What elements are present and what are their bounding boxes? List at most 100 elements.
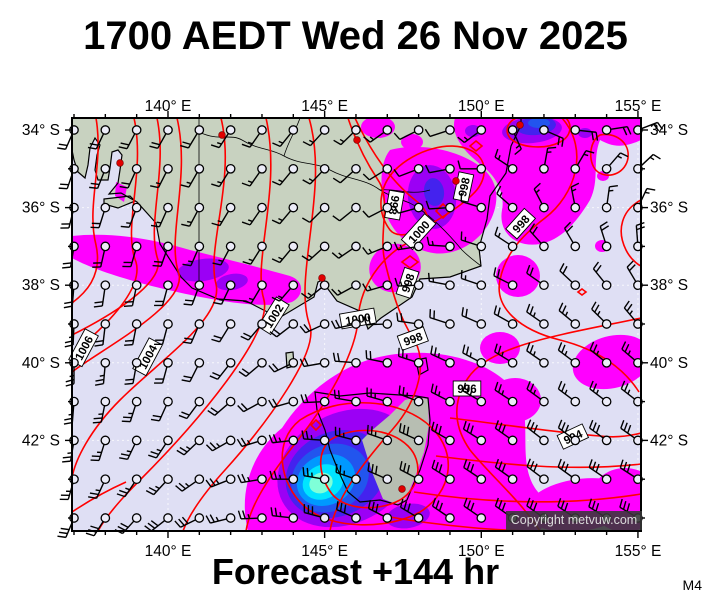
wind-barb [494, 148, 518, 174]
wind-barb [557, 419, 581, 446]
wind-barb [533, 182, 549, 213]
wind-barb [494, 458, 518, 485]
wind-barb [121, 396, 142, 423]
isobar-line [413, 491, 641, 503]
precip-area [423, 178, 445, 206]
wind-barb [241, 125, 267, 148]
wind-barb [236, 435, 267, 448]
wind-barb [539, 125, 564, 147]
wind-barb [181, 202, 205, 227]
wind-barb [601, 152, 629, 174]
wind-barb [335, 463, 361, 485]
wind-barb [301, 430, 330, 446]
wind-barb [494, 381, 518, 407]
wind-barb [363, 316, 393, 329]
longitude-label: 150° E [458, 98, 505, 115]
forecast-label: Forecast +144 hr [211, 551, 500, 592]
wind-barb [122, 241, 142, 268]
longitude-label: 145° E [301, 543, 348, 560]
wind-barb [94, 357, 111, 386]
latitude-label: 38° S [650, 277, 688, 294]
isobar-line [456, 317, 641, 531]
wind-barb [526, 380, 549, 407]
wind-barb [332, 202, 361, 222]
wind-barb [90, 435, 111, 462]
wind-barb [431, 497, 455, 523]
wind-barb [180, 163, 205, 188]
wind-barb [332, 352, 361, 368]
wind-barb [89, 163, 111, 190]
wind-barb [557, 342, 581, 368]
wind-barb [588, 459, 612, 485]
wind-barb [240, 319, 267, 341]
latitude-label: 36° S [650, 200, 688, 217]
wind-barb [362, 280, 393, 292]
wind-barb [183, 280, 205, 306]
wind-barb [301, 202, 330, 223]
wind-barb [493, 305, 518, 329]
wind-barb [269, 470, 299, 485]
wind-barb [205, 474, 236, 488]
latitude-label: 40° S [650, 355, 688, 372]
wind-barb [150, 163, 173, 189]
wind-barb [270, 507, 299, 523]
isobar-line [400, 255, 420, 269]
wind-barb [363, 125, 393, 143]
wind-barb [144, 513, 173, 532]
wind-barb [425, 163, 455, 174]
isobar-line [498, 118, 640, 393]
wind-barb [397, 347, 424, 368]
wind-barb [332, 163, 361, 184]
wind-barb [213, 280, 236, 305]
wind-barb [182, 319, 205, 344]
wind-barb [526, 264, 549, 291]
wind-barb [399, 498, 424, 523]
wind-barb [205, 435, 236, 452]
wind-barb [150, 396, 173, 422]
wind-barb [272, 125, 299, 148]
isobar-line [589, 133, 629, 176]
wind-barb [496, 185, 518, 213]
longitude-label: 155° E [615, 543, 662, 560]
wind-barb [303, 504, 330, 523]
longitude-label: 140° E [145, 98, 192, 115]
wind-barb [431, 421, 455, 446]
wind-barb [145, 474, 173, 496]
wind-barb [431, 459, 455, 485]
wind-barb [460, 231, 487, 252]
wind-barb [462, 420, 487, 446]
wind-barb [365, 350, 393, 368]
wind-barb [268, 434, 299, 446]
wind-barb [152, 241, 173, 267]
city-marker [218, 131, 226, 139]
axis-labels: 140° E 140° E 145° E 145° E 150° E 150° E 155°… [22, 98, 688, 560]
wind-barb [494, 420, 518, 446]
wind-barb [362, 163, 393, 181]
wind-barb [176, 435, 205, 456]
wind-barb [302, 125, 330, 147]
wind-barb [398, 385, 424, 407]
city-marker-layer [116, 121, 524, 493]
wind-barb [181, 357, 205, 383]
wind-barb [87, 125, 111, 150]
wind-barb [601, 125, 632, 136]
wind-barb [393, 163, 424, 177]
isobar-line [620, 199, 641, 267]
wind-barb [237, 473, 267, 485]
wind-barb [210, 125, 236, 149]
wind-barb [154, 280, 173, 307]
wind-barb [180, 125, 205, 149]
wind-barb [367, 462, 393, 485]
isobar-line [468, 139, 484, 153]
wind-barb [211, 319, 236, 343]
wind-barb [430, 345, 455, 368]
city-marker [516, 121, 524, 129]
latitude-label: 34° S [22, 122, 60, 139]
wind-barb [93, 280, 111, 308]
wind-barb [592, 261, 612, 291]
wind-barb [494, 343, 518, 368]
wind-barb [271, 241, 299, 264]
wind-barb [430, 383, 455, 407]
wind-barb [178, 396, 205, 420]
wind-barb [463, 459, 487, 485]
